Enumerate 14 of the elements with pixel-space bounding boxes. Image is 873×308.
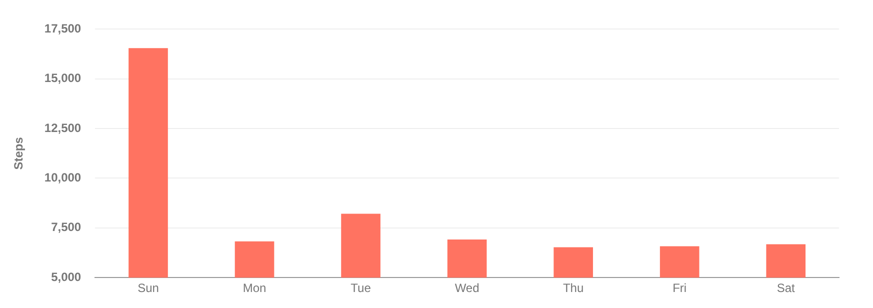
y-tick-label: 17,500 <box>44 22 82 36</box>
x-tick-label: Fri <box>672 281 687 296</box>
y-tick-label: 12,500 <box>44 120 82 135</box>
x-tick-label: Sat <box>776 281 796 296</box>
y-tick-label: 7,500 <box>51 220 82 234</box>
x-tick-label: Tue <box>350 281 372 296</box>
x-tick-label: Wed <box>454 281 480 296</box>
x-tick-label: Mon <box>242 281 266 296</box>
y-axis-title: Steps <box>12 136 26 170</box>
y-tick-label: 5,000 <box>51 270 82 284</box>
y-tick-label: 10,000 <box>44 170 82 185</box>
x-tick-label: Sun <box>138 281 159 296</box>
y-tick-label: 15,000 <box>44 71 82 86</box>
x-tick-label: Thu <box>562 281 584 296</box>
